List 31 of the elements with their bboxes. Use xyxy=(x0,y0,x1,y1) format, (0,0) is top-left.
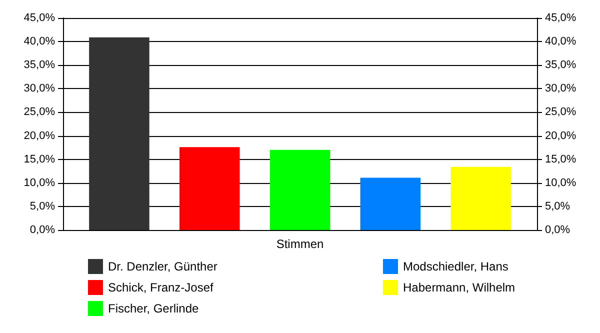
y-tick-label: 40,0% xyxy=(24,36,56,48)
bar xyxy=(179,147,240,230)
bar xyxy=(450,166,511,230)
y-tick-label: 10,0% xyxy=(24,176,56,189)
bar xyxy=(360,178,421,230)
y-tick-label: 45,0% xyxy=(24,12,56,24)
y-tick-label: 15,0% xyxy=(24,153,56,166)
y-tick-label: 30,0% xyxy=(24,82,56,95)
text: 0,0% xyxy=(545,224,570,236)
text: 20,0% xyxy=(545,130,576,142)
legend-label: Habermann, Wilhelm xyxy=(403,280,516,294)
text: 25,0% xyxy=(545,106,576,118)
text: 35,0% xyxy=(545,59,576,72)
text: 40,0% xyxy=(545,36,576,48)
legend-label: Modschiedler, Hans xyxy=(403,260,508,274)
y-tick-label: 0,0% xyxy=(30,224,56,236)
y-tick-label: 5,0% xyxy=(30,200,56,212)
y-tick-label: 20,0% xyxy=(24,130,56,142)
x-tick-label: Stimmen xyxy=(276,237,324,251)
text: 45,0% xyxy=(545,12,576,24)
bar xyxy=(270,150,330,230)
bar xyxy=(89,37,150,230)
legend-label: Schick, Franz-Josef xyxy=(108,280,214,294)
y-tick-label: 25,0% xyxy=(24,106,56,118)
text: 30,0% xyxy=(545,82,576,95)
text: 10,0% xyxy=(545,176,576,189)
legend-label: Dr. Denzler, Günther xyxy=(108,260,218,274)
legend-label: Fischer, Gerlinde xyxy=(108,302,200,316)
text: 15,0% xyxy=(545,153,576,166)
text: 5,0% xyxy=(545,200,570,212)
y-tick-label: 35,0% xyxy=(24,59,56,72)
